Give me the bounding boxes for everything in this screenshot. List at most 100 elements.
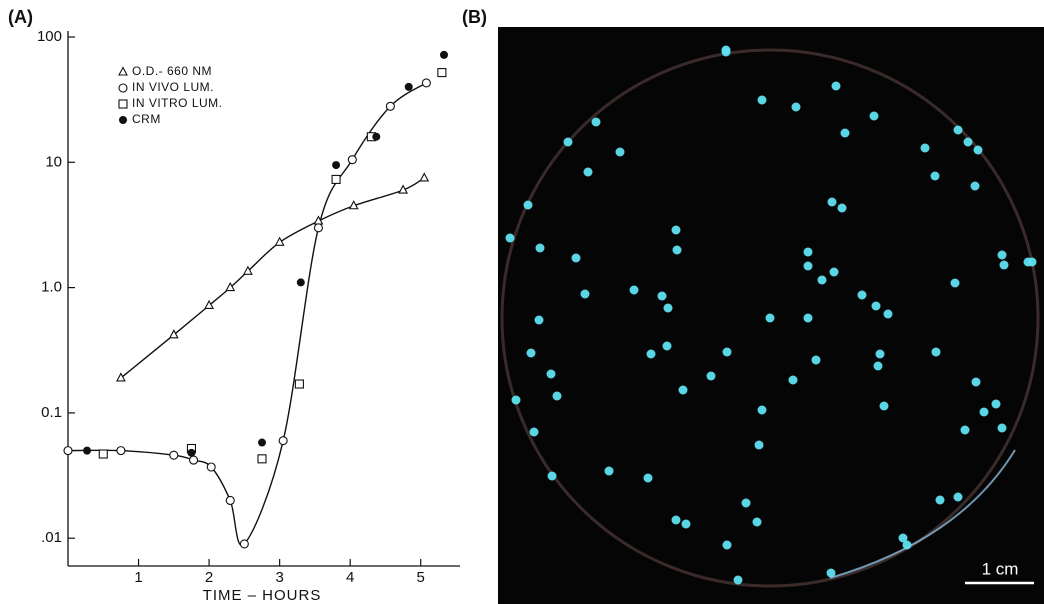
colony (829, 267, 839, 277)
colony (827, 197, 837, 207)
colony (803, 313, 813, 323)
data-point (419, 172, 430, 182)
data-point (437, 68, 447, 78)
data-point (98, 449, 108, 459)
data-point (242, 265, 253, 275)
colony (505, 233, 515, 243)
colony (604, 466, 614, 476)
colony (869, 111, 879, 121)
data-point (116, 446, 126, 456)
colony (950, 278, 960, 288)
fit-curve (67, 82, 427, 547)
legend-marker (119, 116, 127, 124)
colony (999, 260, 1009, 270)
colony (979, 407, 989, 417)
data-point (187, 448, 196, 457)
colony (840, 128, 850, 138)
legend-marker (118, 99, 128, 109)
colony (629, 285, 639, 295)
colony (935, 495, 945, 505)
dish-reflection (829, 449, 1016, 579)
data-point (206, 462, 216, 472)
data-point (385, 101, 395, 111)
legend-label: IN VIVO LUM. (132, 80, 214, 94)
data-point (348, 200, 359, 210)
x-tick-label: 4 (346, 569, 354, 586)
colony (657, 291, 667, 301)
colony (523, 200, 533, 210)
legend-label: O.D.- 660 NM (132, 64, 212, 78)
x-tick-label: 2 (205, 569, 213, 586)
colony (643, 473, 653, 483)
colony (920, 143, 930, 153)
colony (817, 275, 827, 285)
colony (706, 371, 716, 381)
colony (811, 355, 821, 365)
colony (871, 301, 881, 311)
colony (997, 423, 1007, 433)
colony (552, 391, 562, 401)
colony (583, 167, 593, 177)
colony (591, 117, 601, 127)
colony (671, 515, 681, 525)
fit-curve (120, 177, 425, 379)
colony (1027, 257, 1037, 267)
data-point (398, 184, 409, 194)
colony (873, 361, 883, 371)
colony (721, 45, 731, 55)
colony (765, 313, 775, 323)
data-point (347, 155, 357, 165)
colony (547, 471, 557, 481)
colony (678, 385, 688, 395)
colony (662, 341, 672, 351)
colony (826, 568, 836, 578)
x-axis-label: TIME – HOURS (203, 587, 322, 604)
data-point (404, 82, 413, 91)
colony (875, 349, 885, 359)
colony (953, 492, 963, 502)
y-tick-label: 1.0 (41, 279, 62, 296)
data-point (440, 50, 449, 59)
colony (754, 440, 764, 450)
data-point (204, 299, 215, 310)
colony (535, 243, 545, 253)
colony (741, 498, 751, 508)
y-tick-label: 10 (45, 153, 62, 170)
colony (930, 171, 940, 181)
colony (788, 375, 798, 385)
x-tick-label: 1 (134, 569, 142, 586)
colony (963, 137, 973, 147)
data-point (189, 455, 199, 465)
y-tick-label: 100 (37, 28, 62, 45)
colony (831, 81, 841, 91)
colony (971, 377, 981, 387)
data-point (278, 436, 288, 446)
colony (953, 125, 963, 135)
y-tick-label: 0.1 (41, 404, 62, 421)
data-point (225, 495, 235, 506)
data-point (296, 278, 305, 287)
colony (681, 519, 691, 529)
colony (534, 315, 544, 325)
colony (883, 309, 893, 319)
colony (580, 289, 590, 299)
data-point (168, 329, 179, 339)
colony (615, 147, 625, 157)
petri-dish (500, 48, 1040, 588)
panel-label: (A) (8, 7, 33, 27)
data-point (313, 223, 323, 233)
colony (571, 253, 581, 263)
data-point (372, 132, 381, 141)
colony (803, 247, 813, 257)
colony (752, 517, 762, 527)
colony (997, 250, 1007, 260)
colony (837, 203, 847, 213)
data-point (239, 539, 249, 549)
colony (791, 102, 801, 112)
colony (857, 290, 867, 300)
colony (970, 181, 980, 191)
photo-content (500, 45, 1040, 588)
colony (991, 399, 1001, 409)
